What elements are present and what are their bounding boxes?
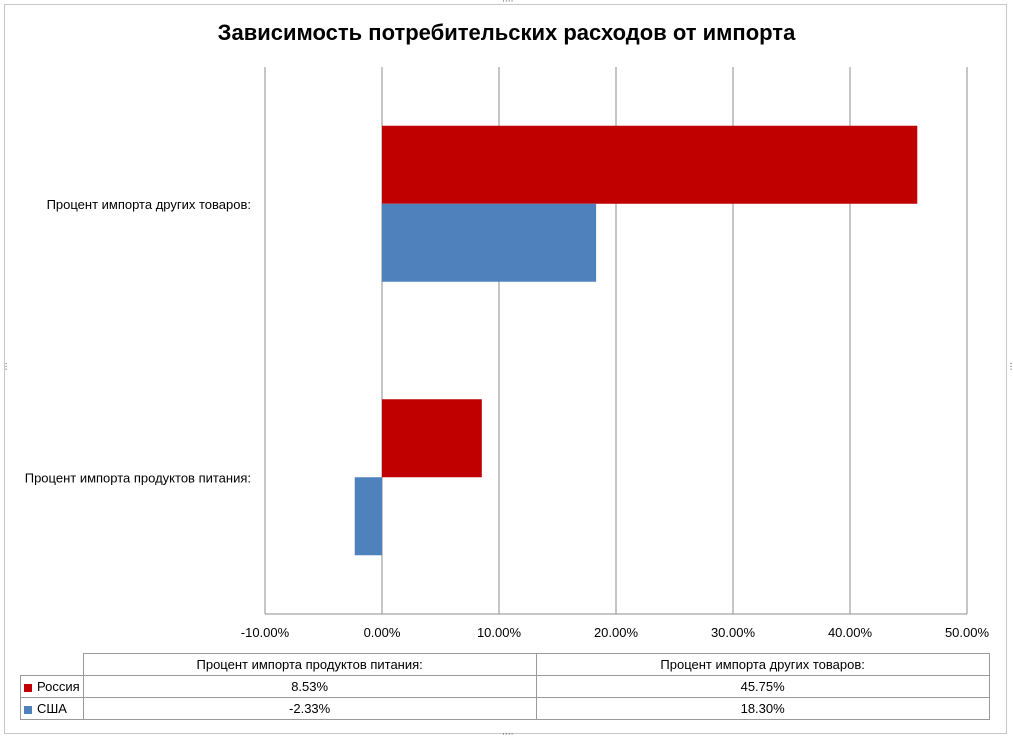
data-table: Процент импорта продуктов питания: Проце…	[20, 653, 990, 720]
bar	[382, 125, 918, 204]
x-tick-label: 50.00%	[945, 625, 990, 640]
x-tick-label: -10.00%	[241, 625, 290, 640]
legend-label-usa: США	[37, 701, 67, 716]
table-row-russia: Россия 8.53% 45.75%	[20, 675, 990, 698]
x-tick-label: 10.00%	[477, 625, 522, 640]
plot-area: -10.00% 0.00% 10.00% 20.00% 30.00% 40.00% 50.0…	[25, 67, 990, 640]
legend-label-russia: Россия	[37, 679, 80, 694]
table-header-food: Процент импорта продуктов питания:	[82, 653, 537, 676]
legend-entry-usa: США	[20, 697, 84, 720]
category-label: Процент импорта других товаров:	[47, 197, 251, 212]
table-cell-usa-food: -2.33%	[82, 697, 537, 720]
bar	[354, 477, 382, 556]
resize-handle-right[interactable]: ···	[1005, 362, 1013, 371]
legend-entry-russia: Россия	[20, 675, 84, 698]
x-tick-label: 40.00%	[828, 625, 873, 640]
legend-swatch-usa	[24, 705, 32, 714]
category-label: Процент импорта продуктов питания:	[25, 470, 251, 485]
table-cell-russia-other: 45.75%	[535, 675, 990, 698]
bar	[382, 399, 482, 478]
table-header-other: Процент импорта других товаров:	[535, 653, 990, 676]
chart-title: Зависимость потребительских расходов от …	[217, 20, 796, 45]
resize-handle-bottom[interactable]: ····	[502, 730, 514, 740]
x-tick-label: 0.00%	[364, 625, 401, 640]
chart-frame	[4, 4, 1007, 734]
resize-handle-left[interactable]: ···	[0, 362, 10, 371]
legend-swatch-russia	[24, 683, 32, 692]
table-header-row: Процент импорта продуктов питания: Проце…	[21, 653, 990, 676]
bar	[382, 203, 597, 282]
x-tick-label: 20.00%	[594, 625, 639, 640]
x-tick-label: 30.00%	[711, 625, 756, 640]
table-cell-usa-other: 18.30%	[535, 697, 990, 720]
resize-handle-top[interactable]: ····	[502, 0, 514, 7]
table-cell-russia-food: 8.53%	[82, 675, 537, 698]
table-row-usa: США -2.33% 18.30%	[20, 697, 990, 720]
